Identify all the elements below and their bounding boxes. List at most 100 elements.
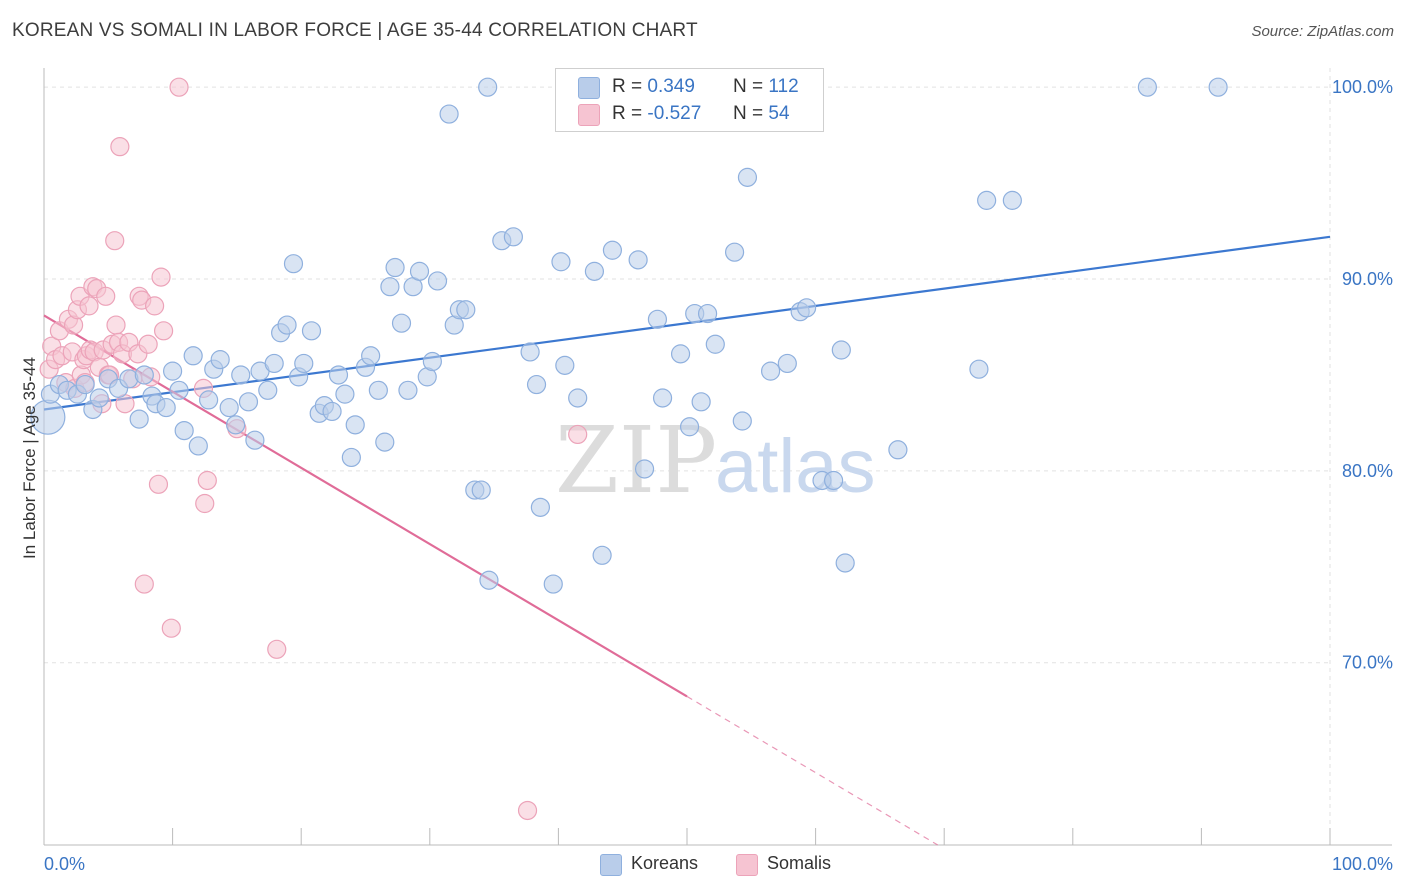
korean-point-44 [345, 415, 365, 435]
watermark-atlas: atlas [715, 424, 876, 509]
korean-point-67 [503, 227, 523, 247]
korean-point-79 [634, 459, 655, 479]
korean-point-58 [439, 104, 459, 124]
x-tick-label-min: 0.0% [44, 854, 85, 874]
korean-point-78 [628, 250, 648, 270]
korean-point-105 [1208, 77, 1228, 97]
korean-point-28 [245, 430, 265, 450]
korean-trend-line [43, 235, 1331, 411]
korean-point-65 [479, 570, 499, 590]
korean-point-61 [456, 300, 476, 320]
somali-point-28 [105, 231, 125, 251]
legend-row-somalis: R = -0.527 N = 54 [578, 101, 790, 127]
korean-point-33 [277, 315, 297, 335]
somali-point-44 [151, 267, 171, 287]
somali-point-16 [79, 296, 99, 316]
korean-point-103 [1002, 190, 1022, 210]
korean-point-80 [647, 309, 668, 329]
korean-point-82 [670, 344, 691, 364]
korean-point-75 [584, 261, 605, 281]
korean-point-48 [375, 432, 395, 452]
somali-point-50 [197, 470, 217, 491]
korean-point-98 [831, 340, 851, 360]
korean-point-11 [129, 409, 149, 429]
somali-points [39, 77, 588, 821]
korean-point-17 [169, 380, 189, 400]
korean-point-51 [391, 313, 412, 333]
korean-point-27 [238, 392, 259, 412]
y-tick-label-70: 70.0% [1342, 653, 1393, 673]
korean-point-63 [471, 480, 491, 500]
somali-point-45 [153, 321, 174, 341]
korean-point-16 [163, 361, 183, 381]
korean-point-81 [652, 388, 673, 408]
korean-point-97 [824, 470, 844, 491]
korean-point-30 [258, 380, 278, 400]
source-credit: Source: ZipAtlas.com [1251, 23, 1394, 40]
korean-point-49 [380, 277, 400, 297]
y-tick-label-100: 100.0% [1332, 77, 1393, 97]
korean-point-88 [724, 242, 745, 262]
korean-point-99 [835, 553, 855, 573]
watermark: ZIP atlas [555, 407, 876, 514]
korean-point-31 [264, 353, 284, 374]
somali-point-42 [144, 296, 165, 316]
somali-trend-line-extension [686, 695, 939, 846]
somali-point-53 [568, 424, 588, 445]
korean-point-7 [89, 388, 109, 408]
korean-point-92 [760, 361, 781, 381]
korean-point-101 [969, 359, 989, 379]
koreans-n: N = 112 [733, 76, 799, 97]
korean-point-74 [568, 388, 588, 408]
korean-point-104 [1137, 77, 1157, 97]
legend-row-koreans: R = 0.349 N = 112 [578, 74, 799, 100]
korean-point-20 [188, 436, 208, 456]
korean-point-57 [427, 271, 448, 291]
korean-point-24 [219, 397, 239, 418]
korean-point-41 [328, 365, 349, 385]
korean-point-85 [691, 392, 711, 412]
korean-point-86 [697, 303, 718, 324]
stats-legend: R = 0.349 N = 112 R = -0.527 N = 54 [555, 68, 824, 132]
korean-point-95 [796, 298, 817, 318]
korean-point-42 [335, 384, 355, 404]
somali-point-24 [96, 286, 116, 306]
korean-points [30, 77, 1228, 594]
trend-lines [43, 235, 1331, 846]
korean-point-73 [555, 355, 575, 375]
korean-point-36 [294, 353, 314, 374]
korean-point-19 [183, 346, 203, 366]
koreans-swatch [578, 77, 600, 99]
korean-point-72 [551, 252, 571, 272]
korean-point-77 [602, 240, 623, 260]
chart-title: KOREAN VS SOMALI IN LABOR FORCE | AGE 35… [12, 20, 698, 41]
korean-point-83 [679, 417, 700, 437]
korean-point-70 [530, 497, 550, 517]
somali-point-52 [267, 639, 287, 659]
korean-point-43 [341, 447, 361, 468]
koreans-legend-swatch [600, 854, 622, 876]
korean-point-54 [409, 261, 430, 281]
y-tick-label-90: 90.0% [1342, 269, 1393, 289]
korean-point-89 [732, 411, 752, 431]
korean-point-50 [385, 257, 405, 278]
korean-point-100 [888, 440, 908, 460]
korean-point-56 [422, 351, 442, 372]
korean-point-37 [301, 321, 322, 341]
korean-point-93 [777, 353, 797, 374]
somalis-legend-label: Somalis [767, 853, 832, 873]
korean-point-68 [520, 342, 540, 362]
y-tick-label-80: 80.0% [1342, 461, 1393, 481]
somalis-n: N = 54 [733, 103, 790, 124]
somali-point-46 [161, 618, 181, 638]
somali-point-43 [148, 474, 169, 494]
korean-point-52 [398, 380, 418, 400]
somalis-r: R = -0.527 [612, 103, 702, 124]
korean-point-5 [75, 374, 95, 395]
somalis-legend-swatch [736, 854, 758, 876]
korean-point-21 [199, 390, 219, 410]
korean-point-40 [322, 401, 342, 422]
x-tick-label-max: 100.0% [1332, 854, 1393, 874]
somali-point-54 [517, 800, 538, 821]
